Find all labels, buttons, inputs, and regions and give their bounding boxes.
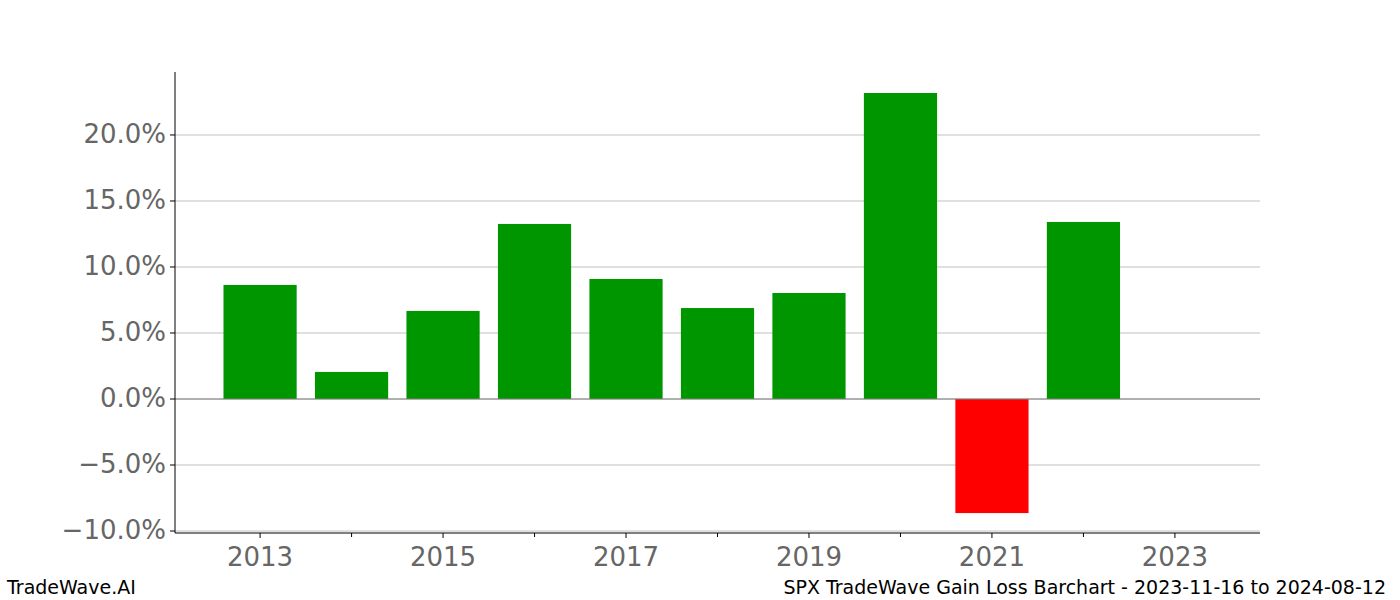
y-tick-label: 20.0% (83, 119, 166, 149)
x-minor-tick (534, 533, 535, 537)
y-tick-label: −10.0% (62, 515, 166, 545)
y-tick (170, 531, 175, 532)
bar (681, 308, 754, 399)
y-tick (170, 266, 175, 267)
y-axis-line (175, 72, 176, 533)
x-tick-label: 2015 (410, 542, 476, 572)
grid-line (175, 531, 1260, 532)
y-tick-label: 0.0% (100, 383, 166, 413)
x-tick (991, 533, 992, 538)
x-tick (626, 533, 627, 538)
y-tick-label: 5.0% (100, 317, 166, 347)
source: TradeWave.AI (6, 576, 136, 598)
x-tick-label: 2019 (776, 542, 842, 572)
y-tick-label: −5.0% (78, 449, 166, 479)
x-tick-label: 2023 (1142, 542, 1208, 572)
y-tick (170, 200, 175, 201)
y-tick (170, 134, 175, 135)
chart-container: −10.0% −5.0% 0.0% 5.0% 10.0% 15.0% 20.0% 2013 20… (0, 0, 1400, 600)
zero-line (175, 399, 1260, 400)
x-minor-tick (1083, 533, 1084, 537)
bar (955, 399, 1028, 513)
title: SPX TradeWave Gain Loss Barchart - 2023-… (783, 576, 1386, 598)
bar (406, 311, 479, 399)
x-minor-tick (900, 533, 901, 537)
grid-line (175, 200, 1260, 201)
x-tick (443, 533, 444, 538)
grid-line (175, 134, 1260, 135)
bar (589, 279, 662, 399)
y-tick (170, 399, 175, 400)
x-minor-tick (351, 533, 352, 537)
bars (223, 93, 1120, 513)
bar (315, 372, 388, 399)
bar (223, 285, 296, 399)
y-tick (170, 465, 175, 466)
y-tick-label: 15.0% (83, 185, 166, 215)
x-tick (808, 533, 809, 538)
grid-line (175, 399, 1260, 400)
x-minor-tick (717, 533, 718, 537)
x-tick-label: 2013 (227, 542, 293, 572)
bar (864, 93, 937, 399)
x-tick (1174, 533, 1175, 538)
bar (772, 293, 845, 399)
chart-svg: −10.0% −5.0% 0.0% 5.0% 10.0% 15.0% 20.0% 2013 20… (0, 0, 1400, 600)
y-tick-label: 10.0% (83, 251, 166, 281)
bar (498, 224, 571, 399)
y-tick (170, 332, 175, 333)
x-tick-label: 2021 (959, 542, 1025, 572)
grid-line (175, 465, 1260, 466)
grid (175, 135, 1260, 531)
x-tick-label: 2017 (593, 542, 659, 572)
x-tick (260, 533, 261, 538)
bar (1047, 222, 1120, 399)
